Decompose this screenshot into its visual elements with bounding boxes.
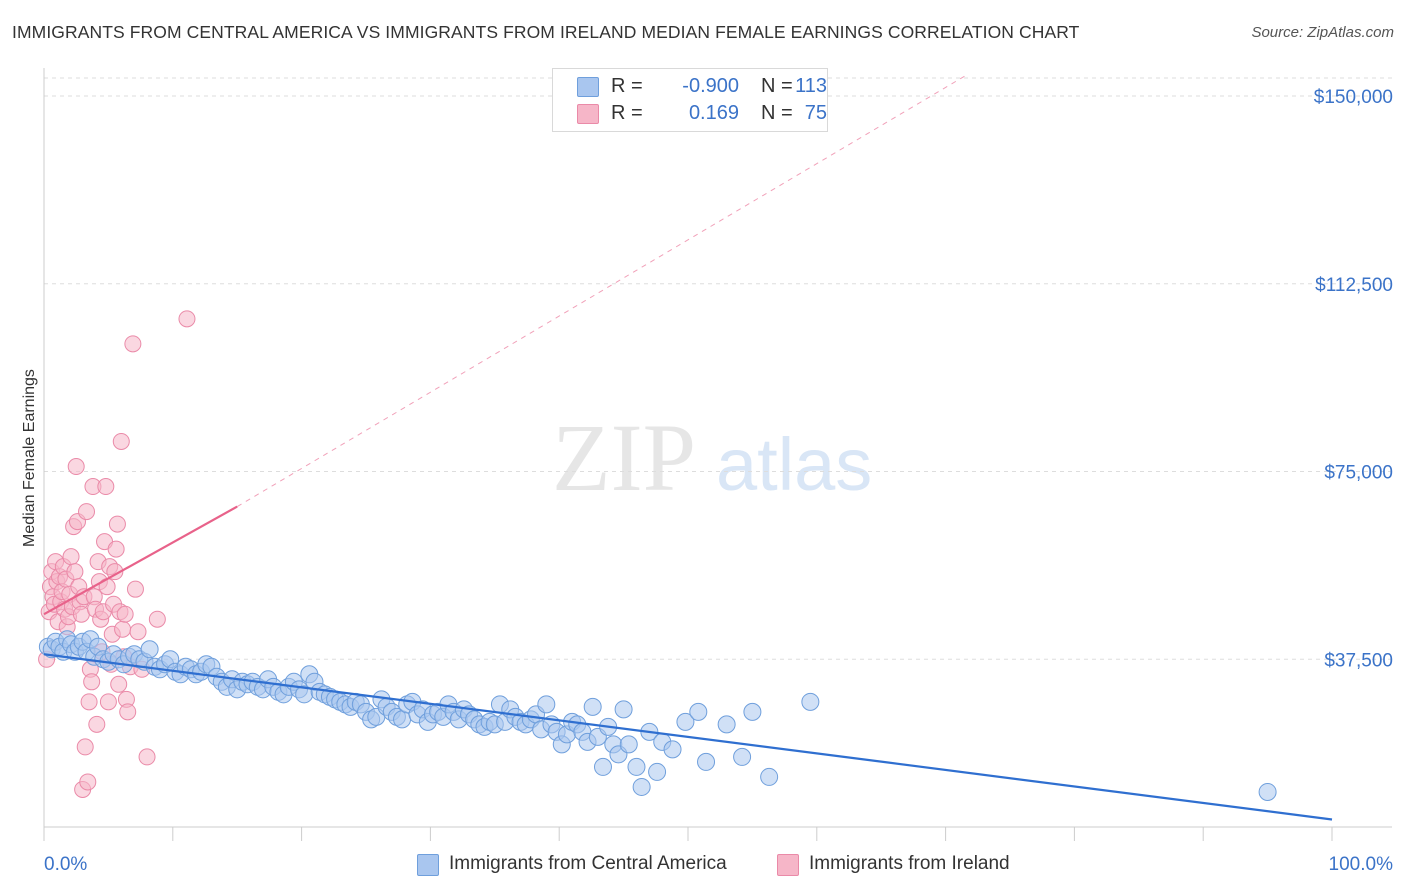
- axes: [43, 68, 1392, 841]
- ireland-point: [99, 693, 117, 711]
- central-america-point: [632, 777, 651, 796]
- ireland-point: [112, 432, 130, 450]
- y-axis-label: Median Female Earnings: [21, 369, 38, 547]
- x-tick-labels: 0.0% 100.0%: [44, 854, 1393, 875]
- gridlines: [44, 77, 1392, 660]
- ireland-point: [110, 675, 128, 693]
- central-america-point: [583, 697, 602, 716]
- legend-r-label: R =: [611, 102, 643, 124]
- central-america-point: [614, 700, 633, 719]
- watermark-zip: ZIP: [552, 404, 696, 511]
- y-tick-label: $37,500: [1324, 650, 1393, 671]
- ireland-point: [114, 620, 132, 638]
- ireland-point: [107, 540, 125, 558]
- legend-n-label: N =: [761, 102, 793, 124]
- central-america-point: [743, 702, 762, 721]
- y-tick-label: $75,000: [1324, 463, 1393, 484]
- legend-n-value: 113: [795, 75, 827, 97]
- ireland-point: [119, 703, 137, 721]
- ireland-point: [108, 515, 126, 533]
- ireland-point: [66, 563, 84, 581]
- ireland-point: [80, 693, 98, 711]
- source-label: Source: ZipAtlas.com: [1251, 24, 1394, 41]
- central-america-point: [676, 712, 695, 731]
- legend-r-label: R =: [611, 75, 643, 97]
- watermark-atlas: atlas: [716, 423, 872, 506]
- ireland-point: [97, 478, 115, 496]
- ireland-point: [178, 310, 196, 328]
- ireland-points: [38, 310, 196, 798]
- ireland-point: [78, 503, 96, 521]
- y-tick-label: $112,500: [1315, 275, 1393, 296]
- watermark: ZIP atlas: [552, 404, 872, 511]
- legend-swatch-pink: [577, 104, 599, 124]
- ireland-trend-line: [43, 505, 238, 616]
- central-america-point: [689, 702, 708, 721]
- series-label-central-america: Immigrants from Central America: [449, 853, 727, 874]
- central-america-point: [648, 762, 667, 781]
- ireland-point: [76, 738, 94, 756]
- central-america-point: [697, 752, 716, 771]
- central-america-point: [663, 740, 682, 759]
- central-america-point: [627, 757, 646, 776]
- ireland-point: [67, 458, 85, 476]
- ireland-trend-extension: [236, 75, 966, 508]
- legend-n-value: 75: [804, 102, 827, 124]
- central-america-points: [38, 630, 1277, 801]
- central-america-point: [1258, 782, 1277, 801]
- ireland-point: [72, 605, 90, 623]
- ireland-point: [126, 580, 144, 598]
- legend-r-value: 0.169: [688, 102, 739, 124]
- central-america-point: [393, 710, 412, 729]
- legend-r-value: -0.900: [682, 75, 739, 97]
- legend-swatch-blue: [577, 77, 599, 97]
- ireland-point: [83, 673, 101, 691]
- ireland-point: [129, 623, 147, 641]
- series-swatch-blue: [417, 854, 439, 876]
- y-tick-label: $150,000: [1314, 87, 1393, 108]
- y-tick-labels: $37,500 $75,000 $112,500 $150,000: [1314, 87, 1393, 671]
- ireland-point: [124, 335, 142, 353]
- trend-lines: [43, 75, 1333, 821]
- central-america-point: [717, 715, 736, 734]
- central-america-point: [537, 695, 556, 714]
- chart-title: IMMIGRANTS FROM CENTRAL AMERICA VS IMMIG…: [12, 22, 1080, 42]
- central-america-trend-line: [43, 653, 1333, 821]
- ireland-point: [148, 610, 166, 628]
- central-america-point: [801, 692, 820, 711]
- x-tick-label: 100.0%: [1329, 854, 1394, 875]
- series-legend: Immigrants from Central America Immigran…: [0, 852, 1406, 878]
- ireland-point: [138, 748, 156, 766]
- central-america-point: [733, 747, 752, 766]
- legend-n-label: N =: [761, 75, 793, 97]
- ireland-point: [79, 773, 97, 791]
- central-america-point: [593, 757, 612, 776]
- central-america-point: [140, 640, 159, 659]
- ireland-point: [106, 563, 124, 581]
- central-america-point: [760, 767, 779, 786]
- x-tick-label: 0.0%: [44, 854, 87, 875]
- correlation-legend: R = -0.900 N = 113 R = 0.169 N = 75: [552, 68, 828, 132]
- ireland-point: [62, 548, 80, 566]
- ireland-point: [116, 605, 134, 623]
- series-swatch-pink: [777, 854, 799, 876]
- central-america-point: [619, 735, 638, 754]
- ireland-point: [88, 715, 106, 733]
- series-label-ireland: Immigrants from Ireland: [809, 853, 1010, 874]
